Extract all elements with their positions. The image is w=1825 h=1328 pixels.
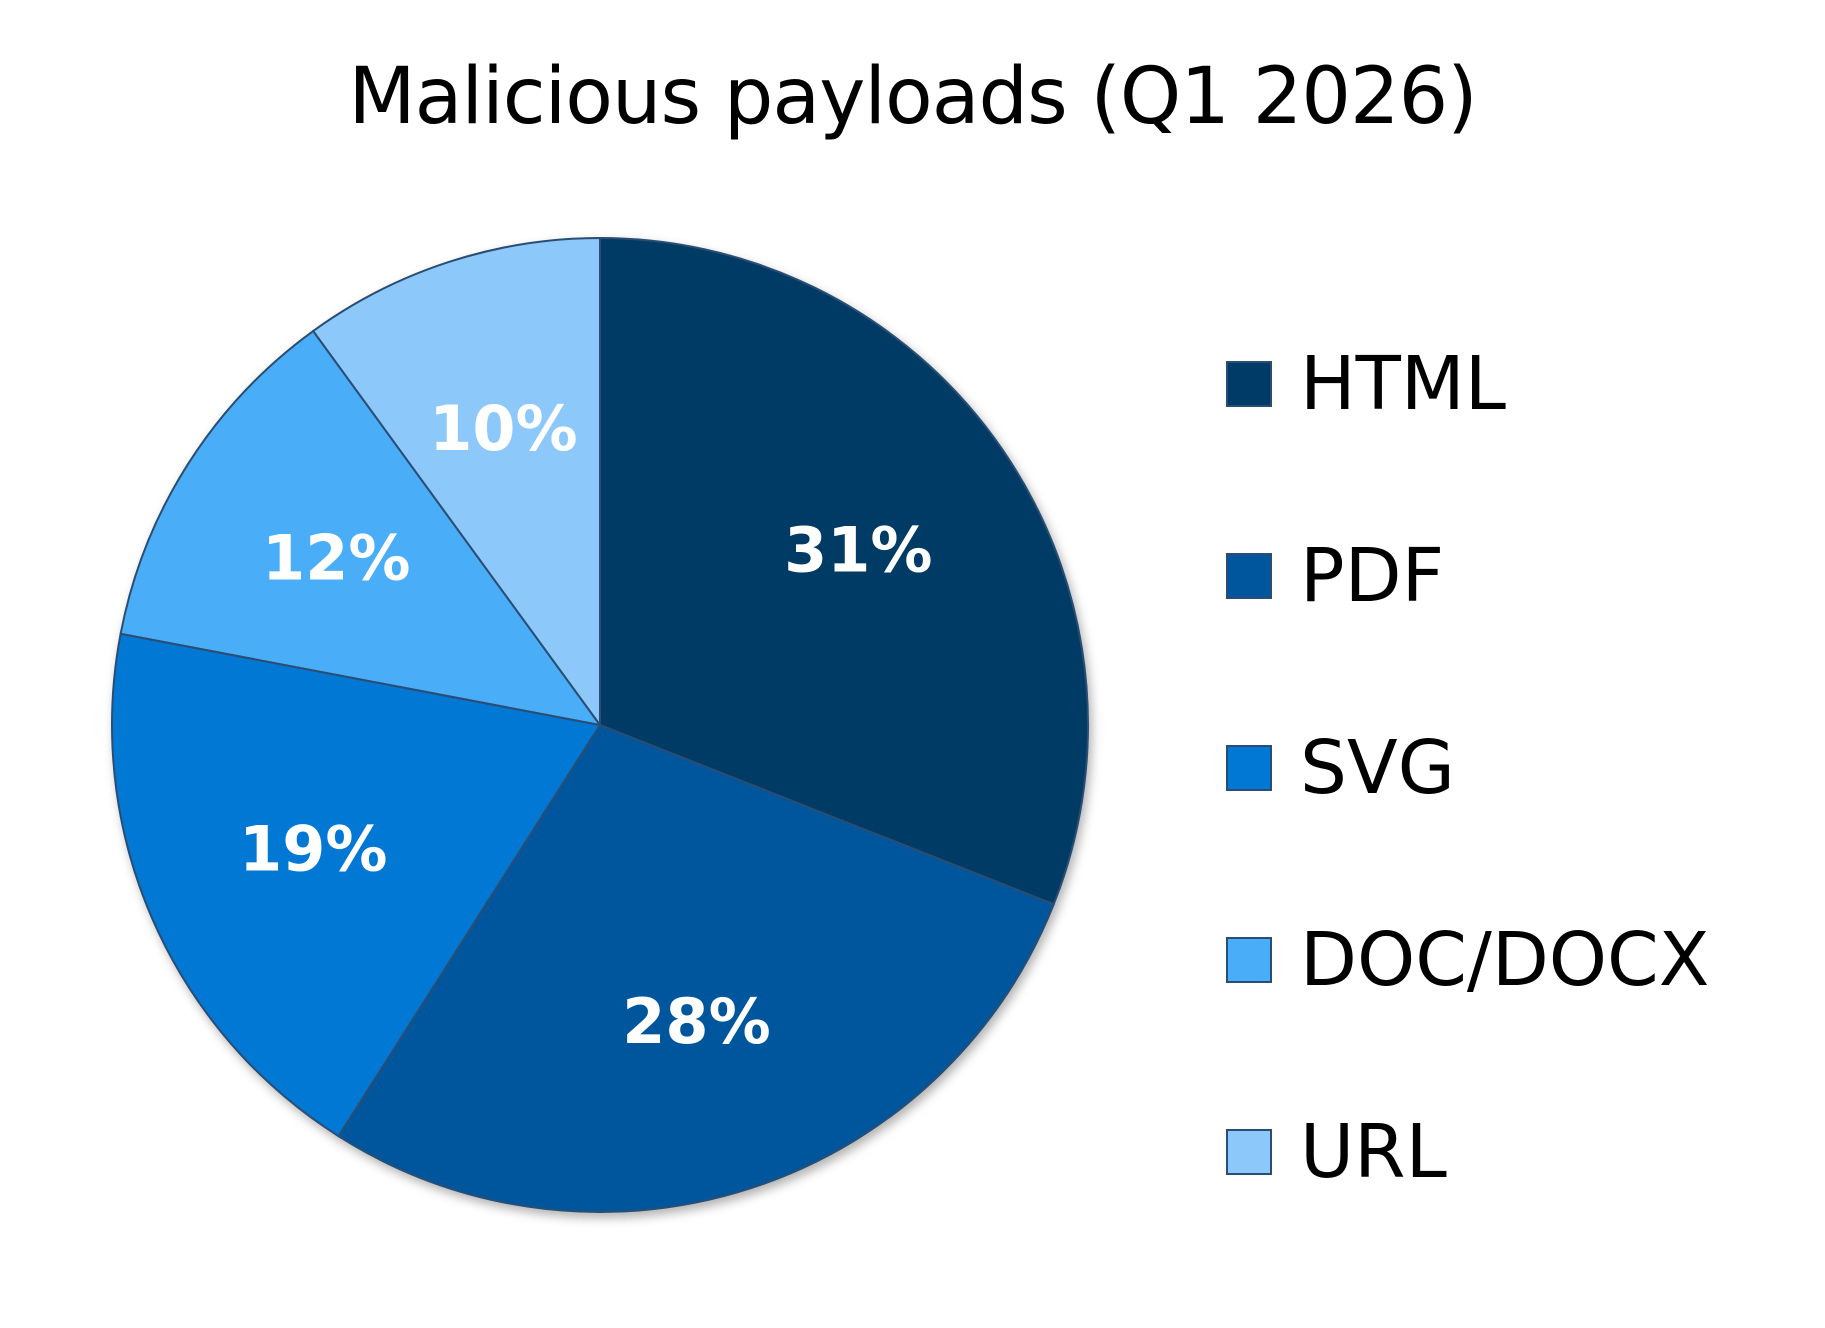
legend-swatch	[1226, 745, 1272, 791]
legend-label: URL	[1300, 1109, 1447, 1195]
legend-swatch	[1226, 553, 1272, 599]
legend-swatch	[1226, 937, 1272, 983]
pie-slice-pdf	[337, 723, 1056, 1213]
chart-title: Malicious payloads (Q1 2026)	[348, 52, 1477, 142]
legend-item: PDF	[1226, 480, 1709, 672]
legend: HTML PDF SVG DOC/DOCX URL	[1226, 288, 1709, 1248]
legend-item: SVG	[1226, 672, 1709, 864]
legend-swatch	[1226, 1129, 1272, 1175]
pie-slice-url	[311, 236, 601, 729]
slice-label-html: 31%	[784, 513, 932, 586]
pie-slice-html	[599, 236, 1089, 906]
slice-label-pdf: 28%	[622, 985, 770, 1058]
legend-item: HTML	[1226, 288, 1709, 480]
legend-item: DOC/DOCX	[1226, 864, 1709, 1056]
pie-slice-labels: 31% 28% 19% 12% 10%	[239, 392, 932, 1058]
legend-label: SVG	[1300, 725, 1455, 811]
legend-item: URL	[1226, 1056, 1709, 1248]
slice-label-svg: 19%	[239, 812, 387, 885]
legend-swatch	[1226, 361, 1272, 407]
slice-label-doc-docx: 12%	[262, 521, 410, 594]
legend-label: DOC/DOCX	[1300, 917, 1710, 1003]
pie-slice-doc-docx	[119, 329, 603, 727]
pie-slices	[111, 236, 1089, 1213]
pie-slice-svg	[111, 632, 602, 1138]
legend-label: HTML	[1300, 341, 1506, 427]
legend-label: PDF	[1300, 533, 1445, 619]
slice-label-url: 10%	[429, 392, 577, 465]
